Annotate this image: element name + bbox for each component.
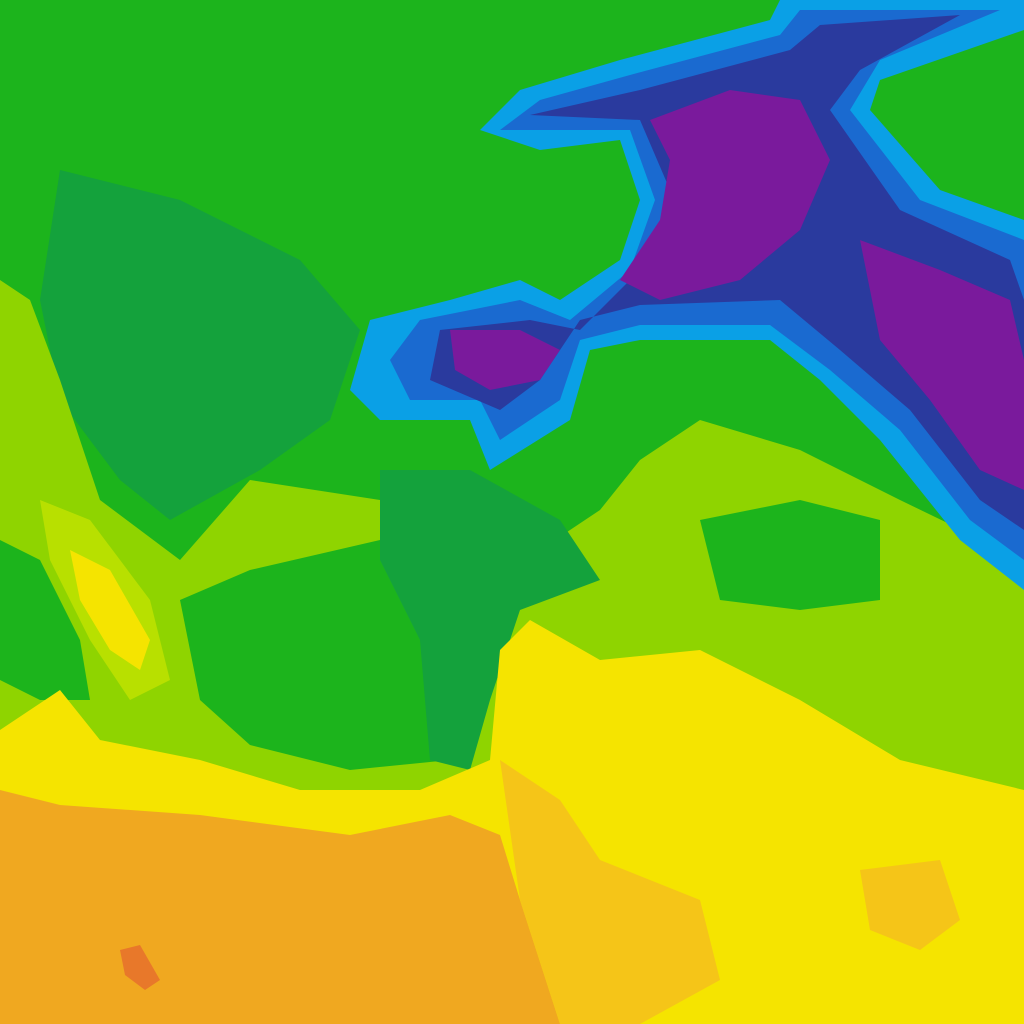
dark-green-channel [380,470,600,770]
purple-core-west [450,330,560,390]
purple-core-east [860,240,1024,490]
green-zone-center [180,540,450,770]
orange-patch-south-central [500,760,720,1024]
dark-green-zone-west [40,170,360,520]
green-zone-east [700,500,880,610]
purple-core-north [620,90,830,300]
green-zone-west [0,540,90,700]
hot-spot [120,945,160,990]
yellow-core-west [70,550,150,670]
orange-patch-south-east [860,860,960,950]
